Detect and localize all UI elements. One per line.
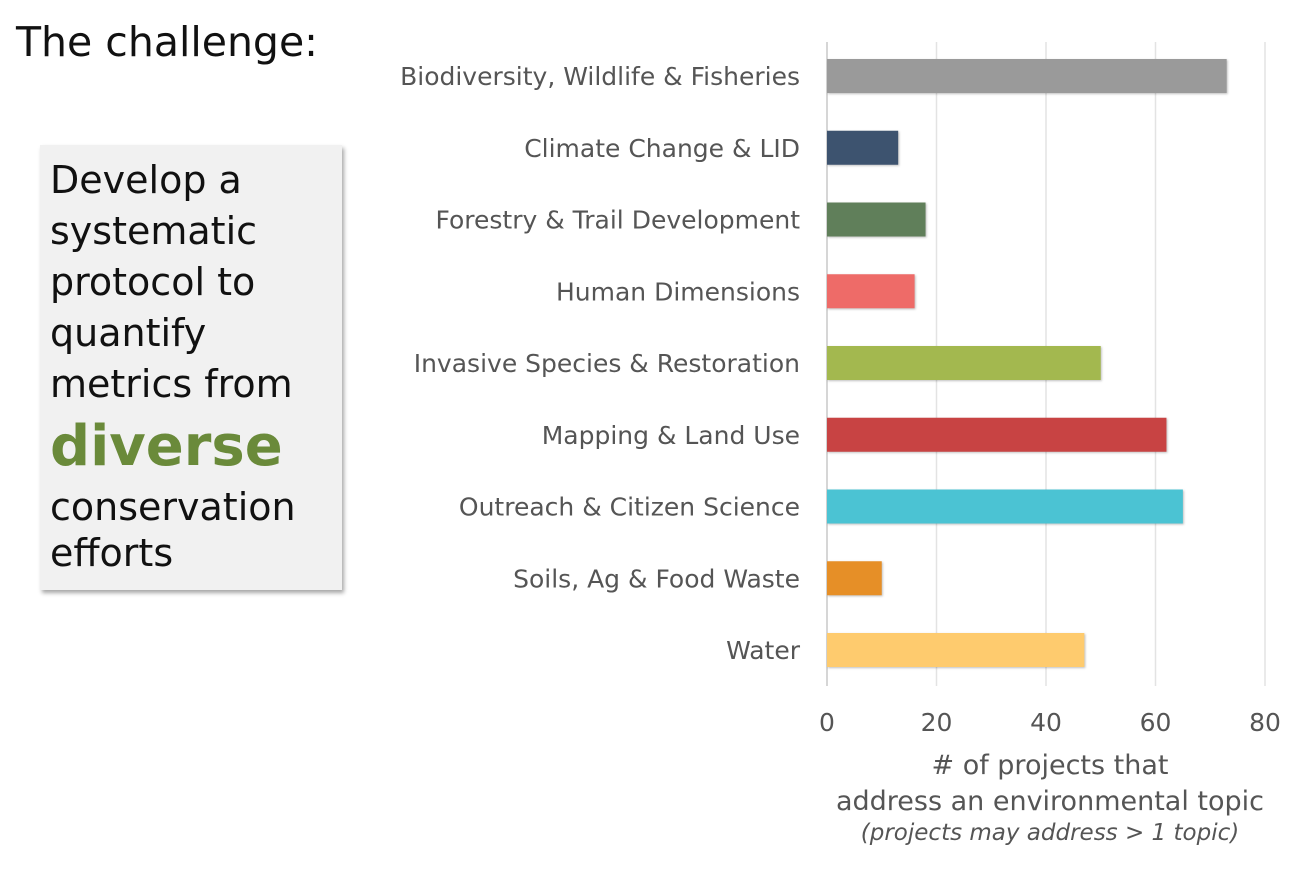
bar [827,489,1183,524]
bar [827,633,1085,667]
callout-line-2: systematic [50,209,258,253]
category-label: Water [726,636,801,665]
bar [827,346,1101,380]
bar [827,202,926,237]
bar [827,561,882,596]
x-tick-label: 0 [819,708,835,737]
callout-highlight-word: diverse [50,414,283,479]
category-label: Invasive Species & Restoration [414,349,800,378]
bar [827,130,899,165]
category-label: Biodiversity, Wildlife & Fisheries [400,62,800,91]
x-tick-label: 20 [921,708,953,737]
category-label: Climate Change & LID [524,134,800,163]
x-tick-label: 80 [1249,708,1281,737]
callout-line-5: metrics from [50,362,293,406]
x-axis-label-line-1: # of projects that [931,750,1169,781]
category-label: Human Dimensions [556,277,800,306]
slide-heading: The challenge: [16,18,318,66]
chart-bars [827,59,1227,667]
bar [827,274,915,309]
callout-line-4: quantify [50,311,207,355]
chart-x-ticks: 0 20 40 60 80 [819,708,1281,737]
callout-line-7: efforts [50,531,174,575]
bar [827,417,1167,452]
category-label: Soils, Ag & Food Waste [513,564,800,593]
category-label: Forestry & Trail Development [435,206,800,235]
x-axis-label-line-2: address an environmental topic [835,786,1265,817]
category-label: Mapping & Land Use [542,421,800,450]
x-tick-label: 40 [1030,708,1062,737]
callout-line-3: protocol to [50,260,256,304]
chart-category-labels: Biodiversity, Wildlife & Fisheries Climat… [400,62,801,665]
x-axis-note: (projects may address > 1 topic) [860,820,1240,846]
bar [827,59,1227,93]
callout-line-6: conservation [50,485,296,529]
category-label: Outreach & Citizen Science [459,493,800,522]
x-tick-label: 60 [1140,708,1172,737]
callout-box: Develop a systematic protocol to quantif… [40,145,342,590]
callout-line-1: Develop a [50,158,242,202]
